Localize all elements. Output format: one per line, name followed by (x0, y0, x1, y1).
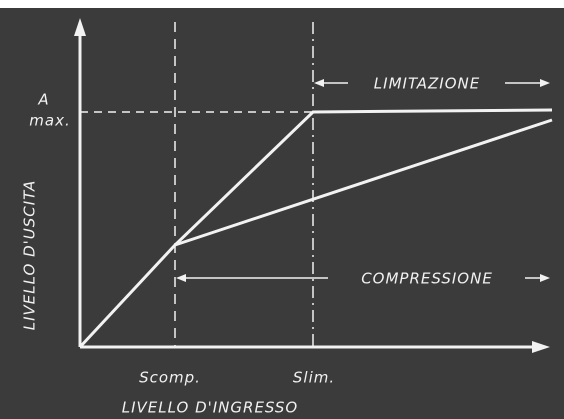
x-axis-arrow (532, 341, 550, 353)
comp-arrowhead-left (176, 274, 186, 282)
limitation-label: LIMITAZIONE (374, 75, 480, 93)
scomp-label: Scomp. (139, 369, 201, 387)
y-axis-arrow (74, 18, 86, 36)
amax-label-a: A (37, 91, 49, 109)
comp-arrowhead-right (540, 274, 550, 282)
compression-label: COMPRESSIONE (361, 270, 493, 288)
x-axis-title: LIVELLO D'INGRESSO (122, 399, 299, 417)
slim-label: Slim. (293, 369, 335, 387)
amax-label-max: max. (29, 112, 70, 130)
limiter-curve (78, 108, 553, 349)
background (0, 8, 564, 419)
limit-arrowhead-right (540, 79, 550, 87)
compressor-curve (174, 118, 553, 247)
limit-arrowhead-left (314, 79, 324, 87)
y-axis-title: LIVELLO D'USCITA (21, 180, 39, 330)
